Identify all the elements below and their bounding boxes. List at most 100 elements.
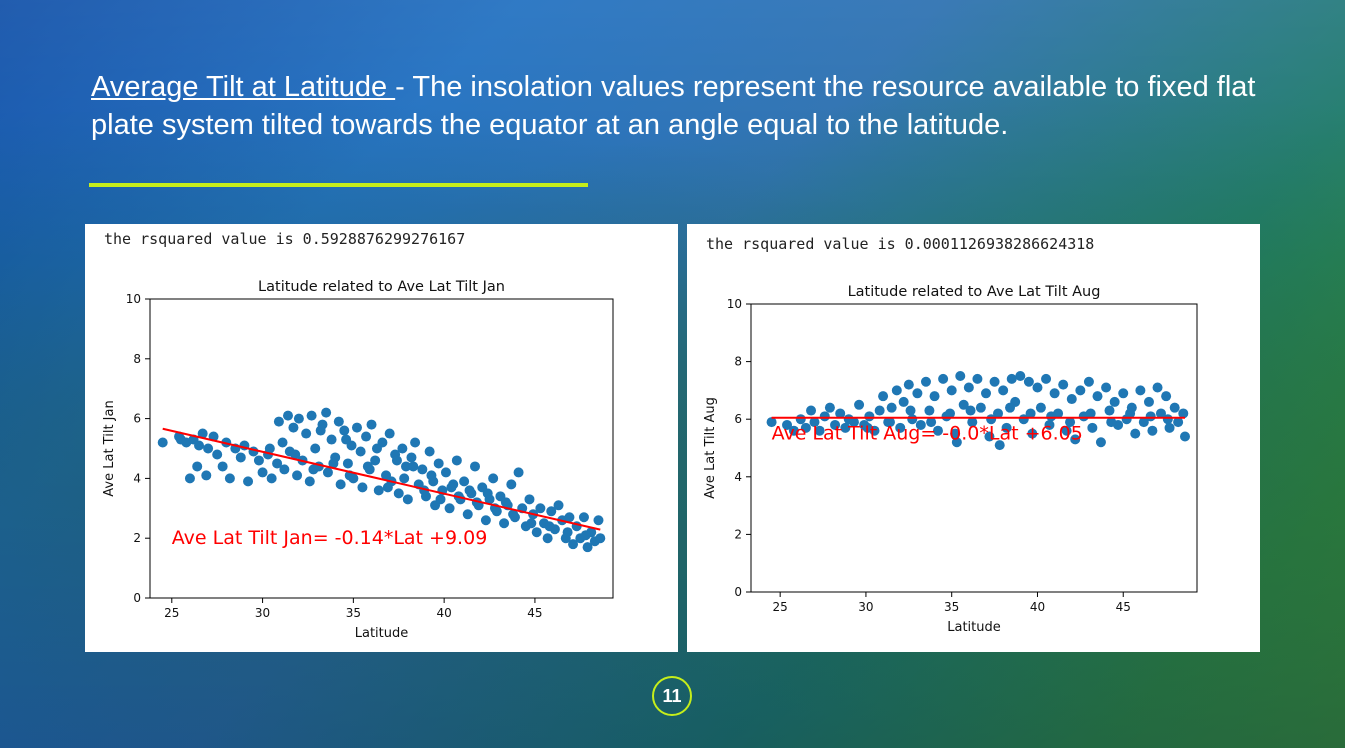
scatter-point (524, 494, 535, 505)
scatter-point (391, 455, 402, 466)
x-axis-label: Latitude (355, 626, 409, 641)
scatter-point (306, 410, 317, 421)
y-tick-label: 0 (133, 591, 141, 605)
scatter-point (951, 437, 962, 448)
scatter-point (862, 422, 873, 433)
scatter-point (1087, 422, 1098, 433)
scatter-point (958, 399, 969, 410)
scatter-point (399, 473, 410, 484)
heading-body-text: - The insolation values represent the re… (91, 71, 1256, 141)
scatter-point (903, 379, 914, 390)
scatter-point (373, 485, 384, 496)
scatter-point (864, 411, 875, 422)
scatter-point (444, 503, 455, 514)
scatter-point (1066, 394, 1077, 405)
scatter-point (950, 428, 961, 439)
scatter-point (462, 509, 473, 520)
scatter-point (795, 414, 806, 425)
scatter-point (1095, 437, 1106, 448)
scatter-point (282, 410, 293, 421)
scatter-point (848, 417, 859, 428)
x-tick-label: 25 (773, 600, 788, 614)
scatter-points (157, 407, 606, 553)
scatter-point (884, 417, 895, 428)
y-tick-label: 8 (133, 352, 141, 366)
scatter-point (1106, 417, 1117, 428)
scatter-point (874, 405, 885, 416)
scatter-point (480, 515, 491, 526)
scatter-point (1161, 391, 1172, 402)
scatter-point (371, 443, 382, 454)
scatter-point (310, 443, 321, 454)
scatter-point (1178, 408, 1189, 419)
scatter-point (366, 419, 377, 430)
scatter-point (1179, 431, 1190, 442)
scatter-point (506, 479, 517, 490)
scatter-point (1125, 408, 1136, 419)
x-axis-label: Latitude (947, 620, 1001, 635)
scatter-point (335, 479, 346, 490)
scatter-point (835, 408, 846, 419)
x-tick-label: 35 (346, 606, 361, 620)
scatter-point (351, 422, 362, 433)
scatter-point (915, 419, 926, 430)
scatter-point (341, 434, 352, 445)
scatter-point (157, 437, 168, 448)
scatter-point (578, 512, 589, 523)
scatter-point (315, 425, 326, 436)
scatter-point (1109, 396, 1120, 407)
scatter-point (264, 443, 275, 454)
scatter-point (357, 482, 368, 493)
scatter-point (782, 419, 793, 430)
scatter-point (235, 452, 246, 463)
scatter-point (401, 461, 412, 472)
scatter-point (406, 452, 417, 463)
scatter-point (1027, 428, 1038, 439)
scatter-point (440, 467, 451, 478)
scatter-point (1145, 411, 1156, 422)
scatter-point (1044, 419, 1055, 430)
scatter-point (1104, 405, 1115, 416)
scatter-point (806, 405, 817, 416)
scatter-point (562, 527, 573, 538)
scatter-point (322, 467, 333, 478)
scatter-point (1061, 425, 1072, 436)
scatter-point (582, 542, 593, 553)
scatter-point (946, 385, 957, 396)
scatter-point (464, 485, 475, 496)
heading-underlined-text: Average Tilt at Latitude (91, 71, 396, 103)
scatter-point (321, 407, 332, 418)
scatter-point (546, 506, 557, 517)
scatter-point (393, 488, 404, 499)
scatter-point (981, 388, 992, 399)
scatter-point (508, 509, 519, 520)
scatter-point (1041, 373, 1052, 384)
scatter-point (1085, 408, 1096, 419)
scatter-point (1164, 422, 1175, 433)
scatter-point (273, 416, 284, 427)
scatter-point (1169, 402, 1180, 413)
scatter-point (929, 391, 940, 402)
y-tick-label: 4 (734, 470, 742, 484)
scatter-point (1065, 417, 1076, 428)
scatter-point (1162, 414, 1173, 425)
scatter-point (920, 376, 931, 387)
x-tick-label: 30 (858, 600, 873, 614)
scatter-point (1092, 391, 1103, 402)
scatter-point (907, 414, 918, 425)
scatter-point (410, 437, 421, 448)
scatter-point (998, 385, 1009, 396)
scatter-point (1155, 408, 1166, 419)
x-tick-label: 40 (437, 606, 452, 620)
scatter-point (975, 402, 986, 413)
x-tick-label: 40 (1030, 600, 1045, 614)
scatter-point (435, 494, 446, 505)
scatter-point (1025, 408, 1036, 419)
scatter-chart-jan: Latitude related to Ave Lat Tilt Jan Ave … (102, 279, 614, 641)
scatter-point (854, 399, 865, 410)
regression-equation: Ave Lat Tilt Aug= -0.0*Lat +6.05 (772, 422, 1083, 444)
y-tick-label: 2 (734, 527, 742, 541)
scatter-point (417, 464, 428, 475)
scatter-point (1018, 414, 1029, 425)
scatter-point (397, 443, 408, 454)
